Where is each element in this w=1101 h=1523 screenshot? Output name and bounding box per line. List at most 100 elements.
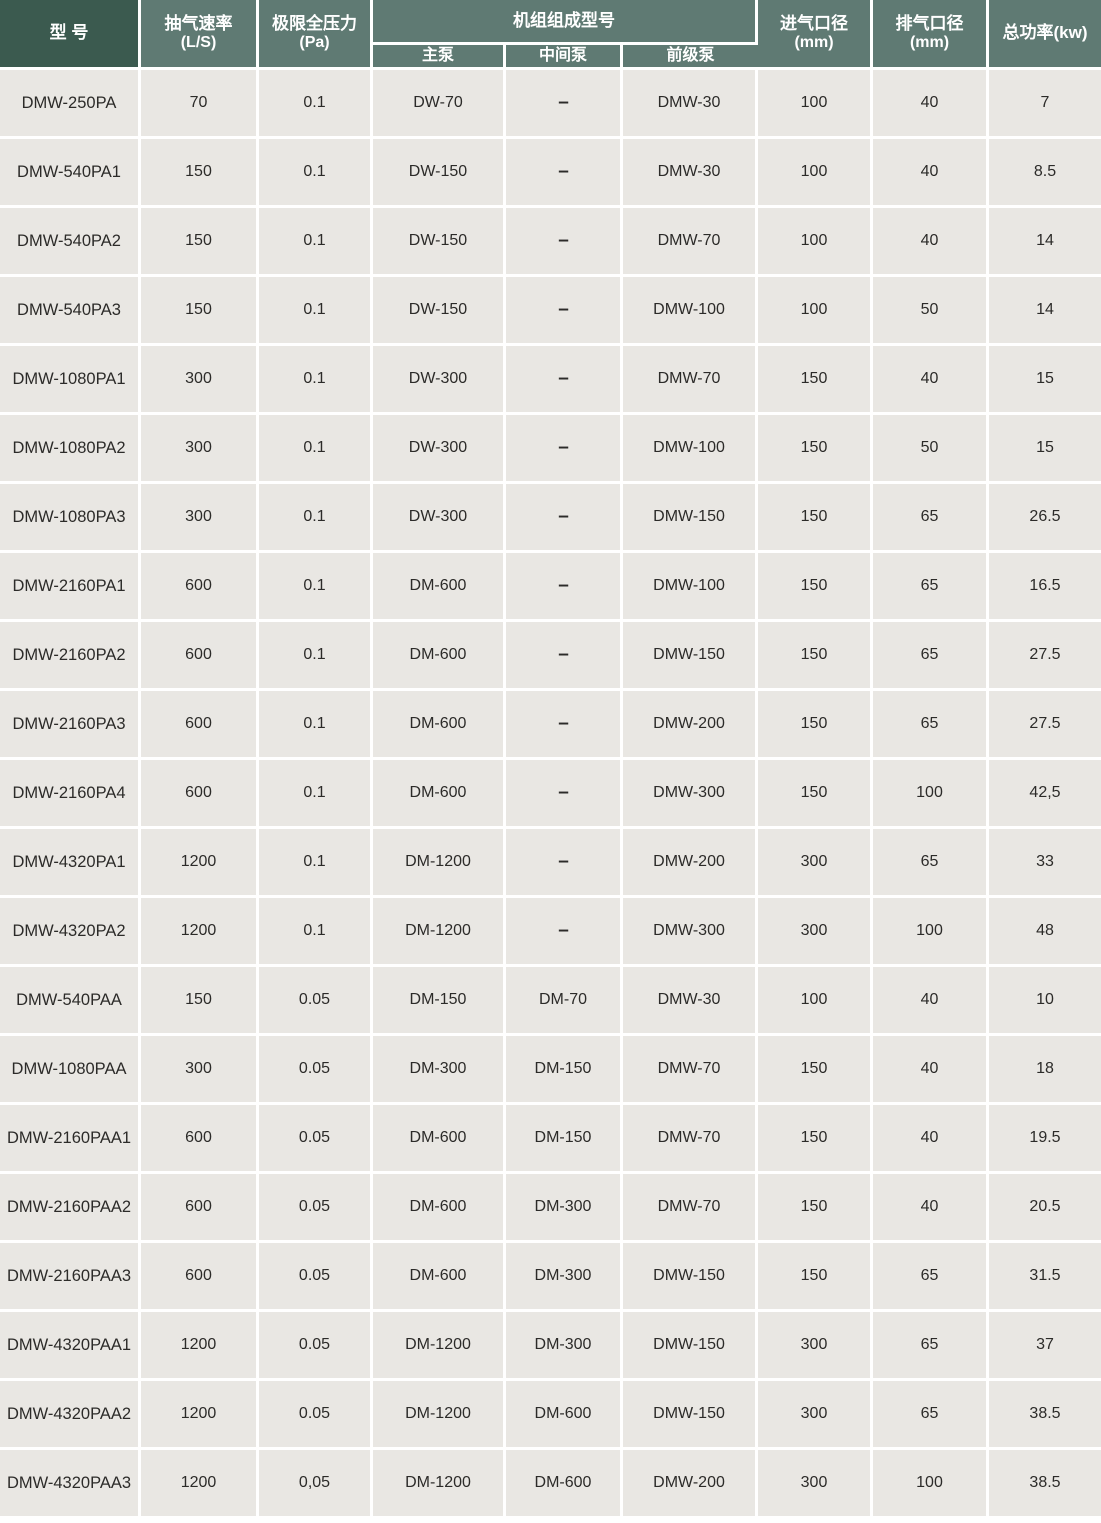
cell-fore-pump: DMW-30 [623, 967, 758, 1036]
cell-main-pump: DM-1200 [373, 829, 506, 898]
cell-ultimate-pressure: 0.1 [259, 70, 373, 139]
cell-fore-pump: DMW-100 [623, 553, 758, 622]
cell-middle-pump: – [506, 346, 623, 415]
header-pumping-speed-line2: (L/S) [180, 34, 217, 52]
table-row: DMW-2160PA1 600 0.1 DM-600– DMW-100 150 65 16.5 [0, 553, 1101, 622]
cell-fore-pump: DMW-150 [623, 1381, 758, 1450]
cell-pumping-speed: 300 [141, 346, 259, 415]
cell-ultimate-pressure: 0.1 [259, 484, 373, 553]
cell-pumping-speed: 70 [141, 70, 259, 139]
cell-total-power: 10 [989, 967, 1101, 1036]
cell-inlet-diameter: 300 [758, 1381, 873, 1450]
cell-middle-pump: DM-600 [506, 1450, 623, 1519]
cell-pumping-speed: 600 [141, 553, 259, 622]
cell-model: DMW-1080PA2 [0, 415, 141, 484]
cell-inlet-diameter: 300 [758, 1450, 873, 1519]
cell-ultimate-pressure: 0.05 [259, 1381, 373, 1450]
cell-outlet-diameter: 50 [873, 277, 989, 346]
cell-inlet-diameter: 100 [758, 967, 873, 1036]
cell-model: DMW-540PAA [0, 967, 141, 1036]
cell-middle-pump: – [506, 70, 623, 139]
cell-ultimate-pressure: 0.1 [259, 829, 373, 898]
cell-ultimate-pressure: 0.1 [259, 691, 373, 760]
header-ultimate-pressure-line1: 极限全压力 [272, 14, 357, 34]
cell-pumping-speed: 1200 [141, 1381, 259, 1450]
cell-main-pump: DM-300 [373, 1036, 506, 1105]
cell-model: DMW-2160PAA2 [0, 1174, 141, 1243]
cell-outlet-diameter: 40 [873, 208, 989, 277]
cell-inlet-diameter: 150 [758, 1243, 873, 1312]
cell-outlet-diameter: 40 [873, 70, 989, 139]
cell-total-power: 20.5 [989, 1174, 1101, 1243]
cell-ultimate-pressure: 0.05 [259, 1312, 373, 1381]
cell-outlet-diameter: 50 [873, 415, 989, 484]
cell-main-pump: DW-150 [373, 277, 506, 346]
cell-model: DMW-4320PAA2 [0, 1381, 141, 1450]
cell-fore-pump: DMW-300 [623, 760, 758, 829]
cell-outlet-diameter: 65 [873, 829, 989, 898]
cell-model: DMW-2160PA1 [0, 553, 141, 622]
table-body: DMW-250PA 70 0.1 DW-70– DMW-30 100 40 7 DMW-540P… [0, 70, 1101, 1519]
table-row: DMW-4320PAA1 1200 0.05 DM-1200 DM-300 DMW-150… [0, 1312, 1101, 1381]
cell-ultimate-pressure: 0.05 [259, 967, 373, 1036]
cell-pumping-speed: 300 [141, 1036, 259, 1105]
cell-main-pump: DM-1200 [373, 898, 506, 967]
cell-model: DMW-4320PAA1 [0, 1312, 141, 1381]
cell-model: DMW-2160PA3 [0, 691, 141, 760]
cell-outlet-diameter: 40 [873, 139, 989, 208]
header-inlet-diameter-line1: 进气口径 [780, 14, 848, 34]
cell-main-pump: DW-150 [373, 139, 506, 208]
header-outlet-diameter-line2: (mm) [909, 34, 950, 52]
cell-main-pump: DM-600 [373, 553, 506, 622]
cell-pumping-speed: 1200 [141, 1312, 259, 1381]
cell-pumping-speed: 300 [141, 415, 259, 484]
cell-pumping-speed: 600 [141, 760, 259, 829]
cell-total-power: 14 [989, 208, 1101, 277]
cell-inlet-diameter: 150 [758, 1174, 873, 1243]
header-model: 型 号 [0, 0, 141, 70]
cell-middle-pump: – [506, 691, 623, 760]
cell-fore-pump: DMW-30 [623, 139, 758, 208]
cell-ultimate-pressure: 0.1 [259, 898, 373, 967]
cell-inlet-diameter: 300 [758, 898, 873, 967]
cell-pumping-speed: 600 [141, 1243, 259, 1312]
cell-middle-pump: DM-300 [506, 1312, 623, 1381]
header-pumping-speed-line1: 抽气速率 [164, 14, 233, 34]
cell-model: DMW-2160PA2 [0, 622, 141, 691]
cell-total-power: 42,5 [989, 760, 1101, 829]
header-inlet-diameter: 进气口径 (mm) [758, 0, 873, 70]
cell-total-power: 27.5 [989, 691, 1101, 760]
cell-ultimate-pressure: 0.05 [259, 1105, 373, 1174]
cell-pumping-speed: 1200 [141, 1450, 259, 1519]
cell-pumping-speed: 1200 [141, 898, 259, 967]
cell-model: DMW-540PA3 [0, 277, 141, 346]
cell-model: DMW-2160PAA1 [0, 1105, 141, 1174]
table-row: DMW-1080PA1 300 0.1 DW-300– DMW-70 150 40 15 [0, 346, 1101, 415]
cell-main-pump: DM-150 [373, 967, 506, 1036]
table-row: DMW-2160PA2 600 0.1 DM-600– DMW-150 150 65 27.5 [0, 622, 1101, 691]
cell-ultimate-pressure: 0.1 [259, 760, 373, 829]
table-row: DMW-540PA1 150 0.1 DW-150– DMW-30 100 40 8.5 [0, 139, 1101, 208]
cell-middle-pump: – [506, 553, 623, 622]
cell-total-power: 33 [989, 829, 1101, 898]
cell-fore-pump: DMW-70 [623, 1174, 758, 1243]
cell-fore-pump: DMW-100 [623, 415, 758, 484]
cell-inlet-diameter: 300 [758, 829, 873, 898]
header-inlet-diameter-line2: (mm) [794, 34, 834, 52]
cell-middle-pump: – [506, 277, 623, 346]
cell-main-pump: DM-600 [373, 1105, 506, 1174]
cell-model: DMW-540PA1 [0, 139, 141, 208]
header-main-pump: 主泵 [373, 45, 506, 70]
cell-model: DMW-250PA [0, 70, 141, 139]
cell-total-power: 31.5 [989, 1243, 1101, 1312]
cell-fore-pump: DMW-70 [623, 346, 758, 415]
cell-ultimate-pressure: 0.1 [259, 346, 373, 415]
cell-model: DMW-4320PA2 [0, 898, 141, 967]
cell-ultimate-pressure: 0.1 [259, 277, 373, 346]
cell-outlet-diameter: 65 [873, 1381, 989, 1450]
cell-fore-pump: DMW-300 [623, 898, 758, 967]
cell-middle-pump: – [506, 898, 623, 967]
cell-middle-pump: – [506, 208, 623, 277]
cell-outlet-diameter: 40 [873, 1105, 989, 1174]
